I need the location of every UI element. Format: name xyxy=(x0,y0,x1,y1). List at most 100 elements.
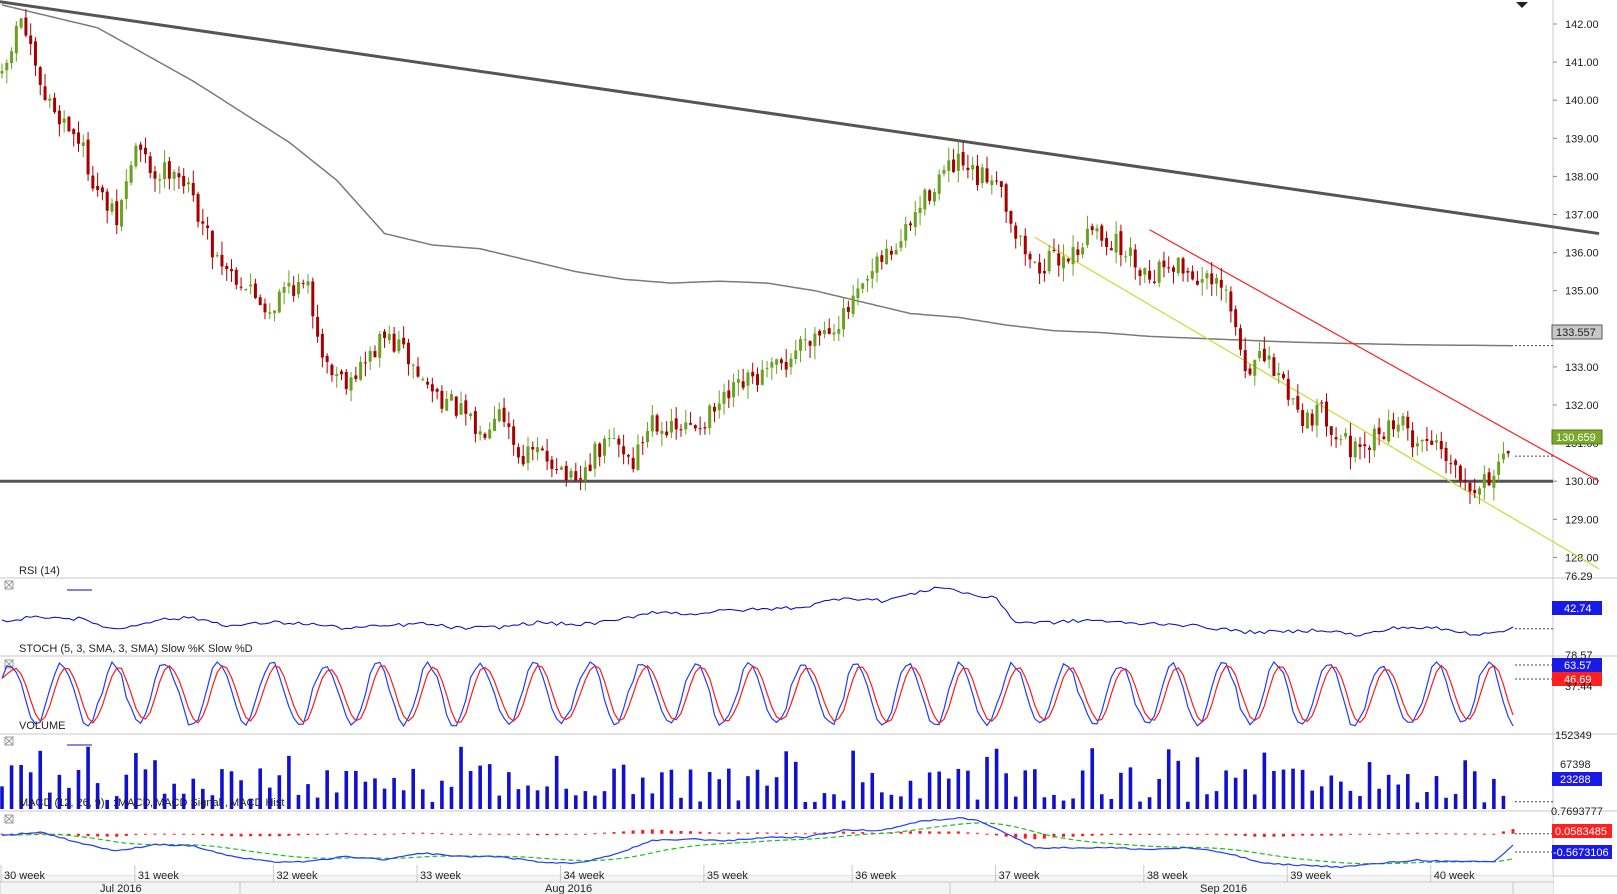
candle-down xyxy=(53,97,57,113)
candle-down xyxy=(383,331,387,338)
volume-bar xyxy=(344,770,349,809)
volume-bar xyxy=(57,774,62,809)
candle-down xyxy=(206,225,210,229)
price-tick-label: 138.00 xyxy=(1565,171,1599,183)
candle-down xyxy=(1449,463,1453,465)
candle-down xyxy=(1119,231,1123,256)
macd-hist-bar xyxy=(1473,833,1477,835)
macd-hist-bar xyxy=(105,833,109,837)
macd-hist-bar xyxy=(526,833,530,835)
macd-hist-bar xyxy=(1167,833,1171,835)
macd-hist-bar xyxy=(861,832,865,834)
month-label: Sep 2016 xyxy=(1200,883,1247,894)
volume-pane[interactable] xyxy=(0,746,1553,809)
candle-up xyxy=(124,181,128,200)
volume-bar xyxy=(277,775,282,809)
candle-down xyxy=(301,283,305,285)
candle-down xyxy=(827,328,831,334)
candle-down xyxy=(679,429,683,431)
macd-hist-bar xyxy=(440,833,444,835)
candle-down xyxy=(540,448,544,451)
candle-down xyxy=(1090,226,1094,231)
candle-down xyxy=(622,446,626,455)
volume-bar xyxy=(813,801,817,809)
volume-bar xyxy=(1233,777,1238,809)
macd-hist-bar xyxy=(708,832,712,834)
volume-bar xyxy=(545,786,549,809)
price-pane[interactable]: 142.00 141.00 140.00 139.00 138.00 137.00 136.… xyxy=(0,0,1600,570)
volume-bar xyxy=(1243,769,1248,809)
volume-bar xyxy=(1463,760,1467,809)
candle-up xyxy=(277,291,281,313)
macd-pane[interactable] xyxy=(0,817,1554,869)
candle-down xyxy=(880,255,884,262)
macd-last-badge: -0.5673106 xyxy=(1552,845,1612,859)
macd-hist-bar xyxy=(1463,833,1467,835)
volume-bar xyxy=(908,780,913,809)
candle-up xyxy=(865,278,869,281)
candle-up xyxy=(583,467,587,481)
candle-down xyxy=(727,390,731,399)
candle-down xyxy=(1057,253,1061,266)
chevron-down-icon[interactable] xyxy=(1516,2,1528,8)
candle-down xyxy=(689,423,693,425)
candle-down xyxy=(1320,402,1324,404)
macd-hist-bar xyxy=(1511,829,1515,834)
volume-bar xyxy=(1023,770,1028,809)
candle-down xyxy=(655,415,659,432)
stoch-pane[interactable] xyxy=(1,660,1553,728)
volume-bar xyxy=(487,764,492,809)
macd-hist-bar xyxy=(86,833,90,837)
macd-hist-bar xyxy=(1195,833,1199,835)
volume-bar xyxy=(966,770,970,809)
candle-down xyxy=(909,223,913,226)
macd-hist-bar xyxy=(536,833,540,836)
volume-bar xyxy=(1434,776,1439,809)
candle-up xyxy=(526,446,530,464)
macd-last-value: -0.5673106 xyxy=(1553,847,1609,859)
volume-bar xyxy=(1013,796,1018,809)
macd-hist-bar xyxy=(555,833,559,836)
volume-bar xyxy=(334,792,339,809)
candle-down xyxy=(191,183,195,196)
candle-up xyxy=(794,350,798,360)
candle-down xyxy=(598,443,602,457)
stoch-d-line xyxy=(1,664,1514,725)
volume-bar xyxy=(679,797,683,809)
rsi-pane[interactable] xyxy=(1,586,1553,637)
macd-hist-bar xyxy=(1492,833,1496,835)
volume-bar xyxy=(889,794,894,809)
candle-up xyxy=(789,358,793,368)
volume-bar xyxy=(1205,794,1209,809)
candle-up xyxy=(732,382,736,398)
candle-down xyxy=(177,173,181,178)
candle-down xyxy=(1439,441,1443,450)
candle-down xyxy=(1172,267,1176,272)
candle-up xyxy=(1277,373,1281,376)
candle-down xyxy=(292,285,296,296)
stoch-tick-label: 78.57 xyxy=(1565,650,1593,662)
candle-down xyxy=(1377,427,1381,435)
volume-bar xyxy=(1214,791,1219,809)
candle-up xyxy=(244,288,248,290)
price-tick-label: 135.00 xyxy=(1565,286,1599,298)
volume-bar xyxy=(1052,794,1056,809)
volume-last-value: 23288 xyxy=(1560,774,1591,786)
candle-down xyxy=(139,144,143,150)
candle-down xyxy=(889,250,893,255)
candle-up xyxy=(215,255,219,257)
volume-bar xyxy=(1386,774,1391,809)
candle-up xyxy=(163,162,167,180)
price-tick-label: 136.00 xyxy=(1565,248,1599,260)
volume-bar xyxy=(507,772,511,809)
macd-hist-bar xyxy=(870,832,874,834)
price-tick-label: 139.00 xyxy=(1565,133,1599,145)
volume-bar xyxy=(296,794,301,809)
macd-hist-bar xyxy=(469,833,473,835)
volume-bar xyxy=(363,781,368,809)
volume-bar xyxy=(956,768,961,809)
candle-down xyxy=(72,129,76,135)
volume-bar xyxy=(640,777,645,809)
candle-up xyxy=(368,350,372,362)
